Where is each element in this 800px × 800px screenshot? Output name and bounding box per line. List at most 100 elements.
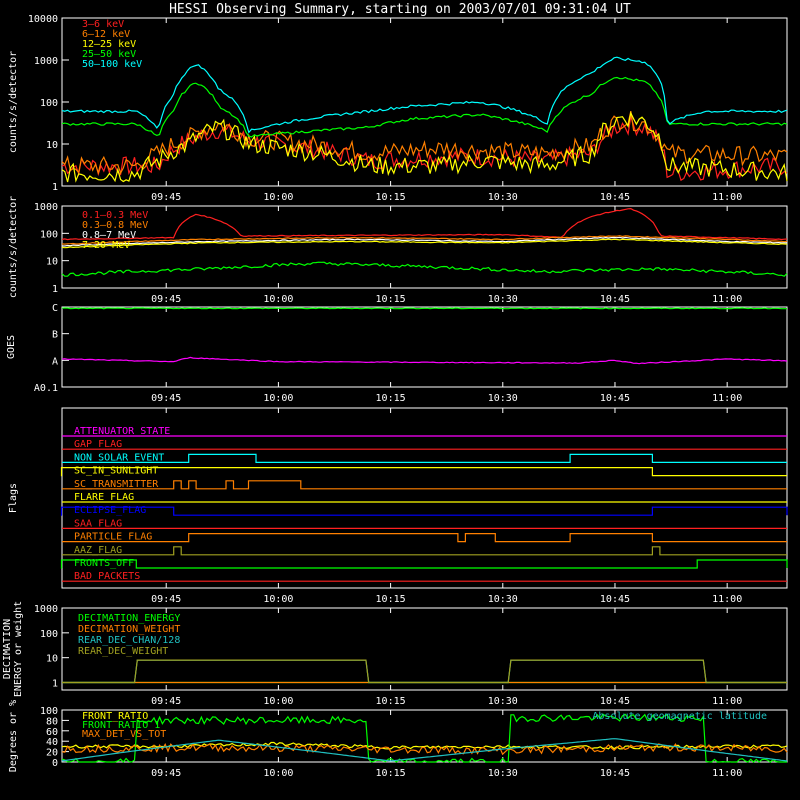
- flag-label-0: ATTENUATOR_STATE: [74, 426, 170, 437]
- x-tick-label: 10:30: [488, 294, 518, 305]
- y-axis-label: DECIMATION: [2, 619, 13, 679]
- x-tick-label: 10:15: [376, 294, 406, 305]
- series-line-1: [61, 713, 787, 763]
- series-line-3: [61, 238, 788, 249]
- flag-label-3: SC_IN_SUNLIGHT: [74, 466, 158, 477]
- panel-decimation: 09:45 10:00 10:15 10:30 10:45 11:00 1 10 100 1000…: [2, 601, 788, 707]
- legend-entry-0: 0.1–0.3 MeV: [82, 210, 148, 221]
- x-tick-label: 10:45: [600, 192, 630, 203]
- flag-label-2: NON_SOLAR_EVENT: [74, 452, 164, 463]
- geomagnetic-latitude-label: Absolute geomagnetic latitude: [592, 711, 767, 722]
- flag-line-4: [62, 480, 787, 490]
- legend-entry-1: FRONT_RATIO_1: [82, 720, 160, 731]
- y-axis-label: Degrees or %: [8, 700, 19, 772]
- x-tick-label: 10:30: [488, 594, 518, 605]
- x-tick-label: 10:15: [376, 192, 406, 203]
- legend-entry-1: 6–12 keV: [82, 29, 130, 40]
- x-tick-label: 10:00: [263, 192, 293, 203]
- y-tick-label: 20: [46, 748, 58, 759]
- x-tick-label: 10:30: [488, 696, 518, 707]
- series-line-3: [61, 738, 788, 762]
- panel-high-energy: 09:45 10:00 10:15 10:30 10:45 11:00 1 10 100 1000…: [8, 196, 788, 305]
- x-tick-label: 09:45: [151, 393, 181, 404]
- x-tick-label: 11:00: [712, 393, 742, 404]
- x-tick-label: 09:45: [151, 696, 181, 707]
- y-tick-label: C: [52, 303, 58, 314]
- y-tick-label: 1: [52, 182, 58, 193]
- panel-flags-frame: [61, 407, 788, 589]
- y-tick-label: 10: [46, 654, 58, 665]
- x-tick-label: 10:15: [376, 393, 406, 404]
- panel-goes: 09:45 10:00 10:15 10:30 10:45 11:00 A0.1 A B C GOE…: [6, 303, 788, 404]
- panel-high-energy-frame: [61, 205, 788, 289]
- series-line-4: [61, 56, 788, 134]
- x-tick-label: 10:30: [488, 393, 518, 404]
- y-axis-label: ENERGY or weight: [13, 601, 24, 697]
- flag-label-10: FRONTS_OFF: [74, 558, 134, 569]
- legend-entry-2: 0.8–7 MeV: [82, 230, 136, 241]
- legend-entry-0: FRONT_RATIO: [82, 711, 148, 722]
- panel-goes-frame: [61, 306, 788, 388]
- flag-line-9: [62, 546, 787, 556]
- panel-ratios-frame: [61, 709, 788, 763]
- y-tick-label: A: [52, 356, 58, 367]
- legend-entry-4: 50–100 keV: [82, 59, 142, 70]
- series-line-2: [61, 742, 788, 756]
- flag-label-9: AAZ_FLAG: [74, 545, 122, 556]
- y-tick-label: 1000: [34, 604, 58, 615]
- x-tick-label: 10:45: [600, 594, 630, 605]
- y-tick-label: 10: [46, 257, 58, 268]
- y-tick-label: 1: [52, 679, 58, 690]
- x-tick-label: 10:00: [263, 294, 293, 305]
- x-tick-label: 10:00: [263, 393, 293, 404]
- panel-low-energy: 09:45 10:00 10:15 10:30 10:45 11:00 1 10 100 1000…: [8, 14, 788, 203]
- y-tick-label: B: [52, 330, 58, 341]
- y-tick-label: 40: [46, 737, 58, 748]
- x-tick-label: 09:45: [151, 294, 181, 305]
- flag-line-6: [60, 506, 788, 516]
- y-axis-label: counts/s/detector: [8, 196, 19, 298]
- flag-line-8: [62, 533, 787, 543]
- y-tick-label: 10000: [28, 14, 58, 25]
- y-axis-label: counts/s/detector: [8, 51, 19, 153]
- x-tick-label: 10:15: [376, 768, 406, 779]
- flag-line-10: [60, 559, 788, 569]
- x-tick-label: 11:00: [712, 192, 742, 203]
- series-line-4: [61, 261, 788, 277]
- flag-label-4: SC_TRANSMITTER: [74, 479, 159, 490]
- legend-entry-2: MAX_DET_VS_TOT: [82, 729, 166, 740]
- y-tick-label: 1: [52, 284, 58, 295]
- flag-label-6: ECLIPSE_FLAG: [74, 505, 146, 516]
- y-tick-label: 1000: [34, 56, 58, 67]
- x-tick-label: 10:45: [600, 768, 630, 779]
- y-tick-label: 0: [52, 758, 58, 769]
- y-axis-label: GOES: [6, 335, 17, 359]
- x-tick-label: 10:15: [376, 696, 406, 707]
- x-tick-label: 11:00: [712, 294, 742, 305]
- x-tick-label: 10:00: [263, 594, 293, 605]
- flag-label-8: PARTICLE_FLAG: [74, 532, 152, 543]
- panel-ratios: 09:45 10:00 10:15 10:30 10:45 11:00 0204060801…: [8, 700, 788, 779]
- series-line-1: [61, 235, 788, 245]
- x-tick-label: 11:00: [712, 768, 742, 779]
- legend-entry-3: REAR_DEC_WEIGHT: [78, 646, 168, 657]
- y-tick-label: 10: [46, 140, 58, 151]
- series-line-2: [62, 659, 787, 684]
- legend-entry-1: 0.3–0.8 MeV: [82, 220, 148, 231]
- legend-entry-3: 25–50 keV: [82, 49, 136, 60]
- legend-entry-1: DECIMATION_WEIGHT: [78, 624, 180, 635]
- series-line-0: [61, 207, 788, 241]
- legend-entry-3: 7–20 MeV: [82, 240, 130, 251]
- legend-entry-2: 12–25 keV: [82, 39, 136, 50]
- panels: 09:45 10:00 10:15 10:30 10:45 11:00 1 10 10 0 1000…: [2, 14, 788, 779]
- x-tick-label: 10:00: [263, 696, 293, 707]
- x-tick-label: 09:45: [151, 768, 181, 779]
- flag-line-3: [60, 467, 787, 477]
- flag-label-11: BAD_PACKETS: [74, 571, 140, 582]
- series-line-2: [62, 236, 787, 247]
- y-tick-label: 60: [46, 727, 58, 738]
- x-tick-label: 11:00: [712, 594, 742, 605]
- x-tick-label: 10:30: [488, 192, 518, 203]
